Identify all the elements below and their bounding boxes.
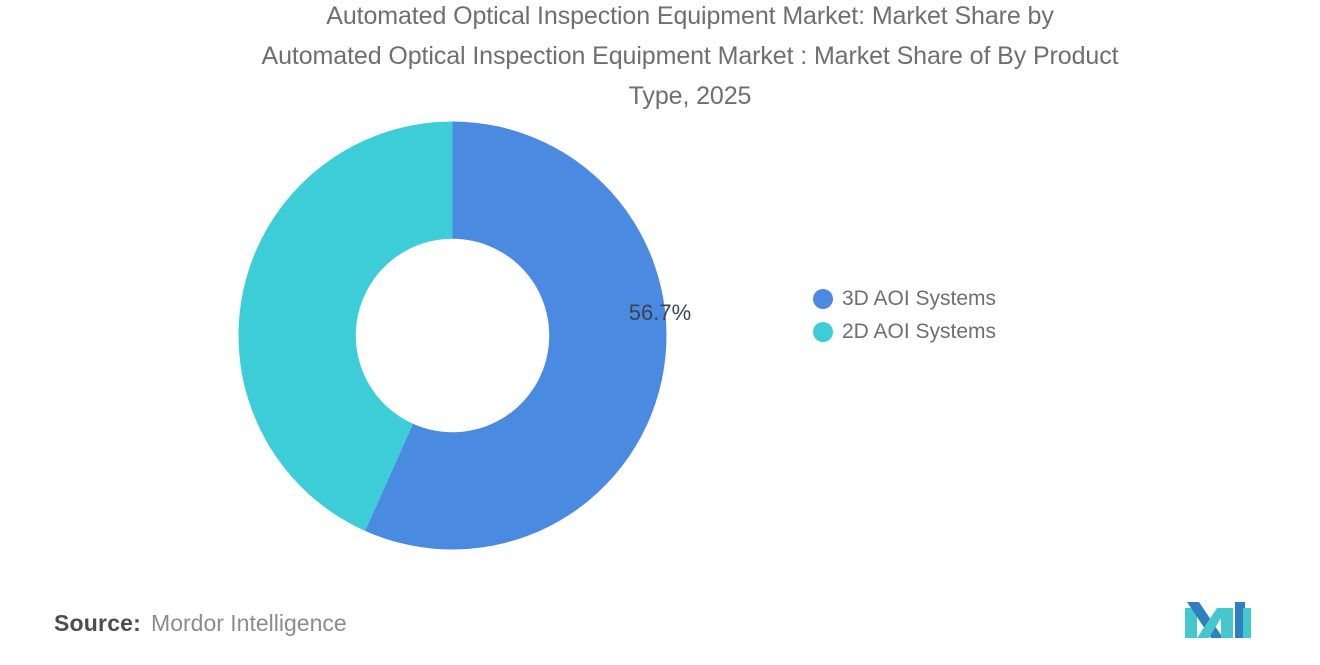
source-attribution: Source: Mordor Intelligence (54, 610, 347, 637)
source-value: Mordor Intelligence (151, 610, 347, 636)
donut-slice[interactable] (365, 121, 667, 550)
donut-chart-svg (238, 121, 667, 550)
legend-item-3d-aoi-systems[interactable]: 3D AOI Systems (813, 282, 1113, 315)
legend-swatch-icon-3d-aoi-systems (813, 288, 833, 309)
donut-slice-label-3d-aoi-systems: 56.7% (628, 300, 692, 325)
source-label: Source: (54, 610, 142, 636)
donut-slice[interactable] (238, 121, 453, 531)
chart-title: Automated Optical Inspection Equipment M… (261, 2, 1119, 110)
chart-legend: 3D AOI Systems 2D AOI Systems (813, 282, 1113, 348)
legend-label-2d-aoi-systems: 2D AOI Systems (842, 319, 997, 343)
mordor-intelligence-logo-icon (1183, 600, 1253, 638)
donut-slice-group (238, 121, 667, 550)
donut-chart: 56.7% (238, 121, 691, 550)
legend-swatch-icon-2d-aoi-systems (813, 321, 833, 342)
legend-item-2d-aoi-systems[interactable]: 2D AOI Systems (813, 315, 1113, 348)
legend-label-3d-aoi-systems: 3D AOI Systems (842, 286, 997, 310)
